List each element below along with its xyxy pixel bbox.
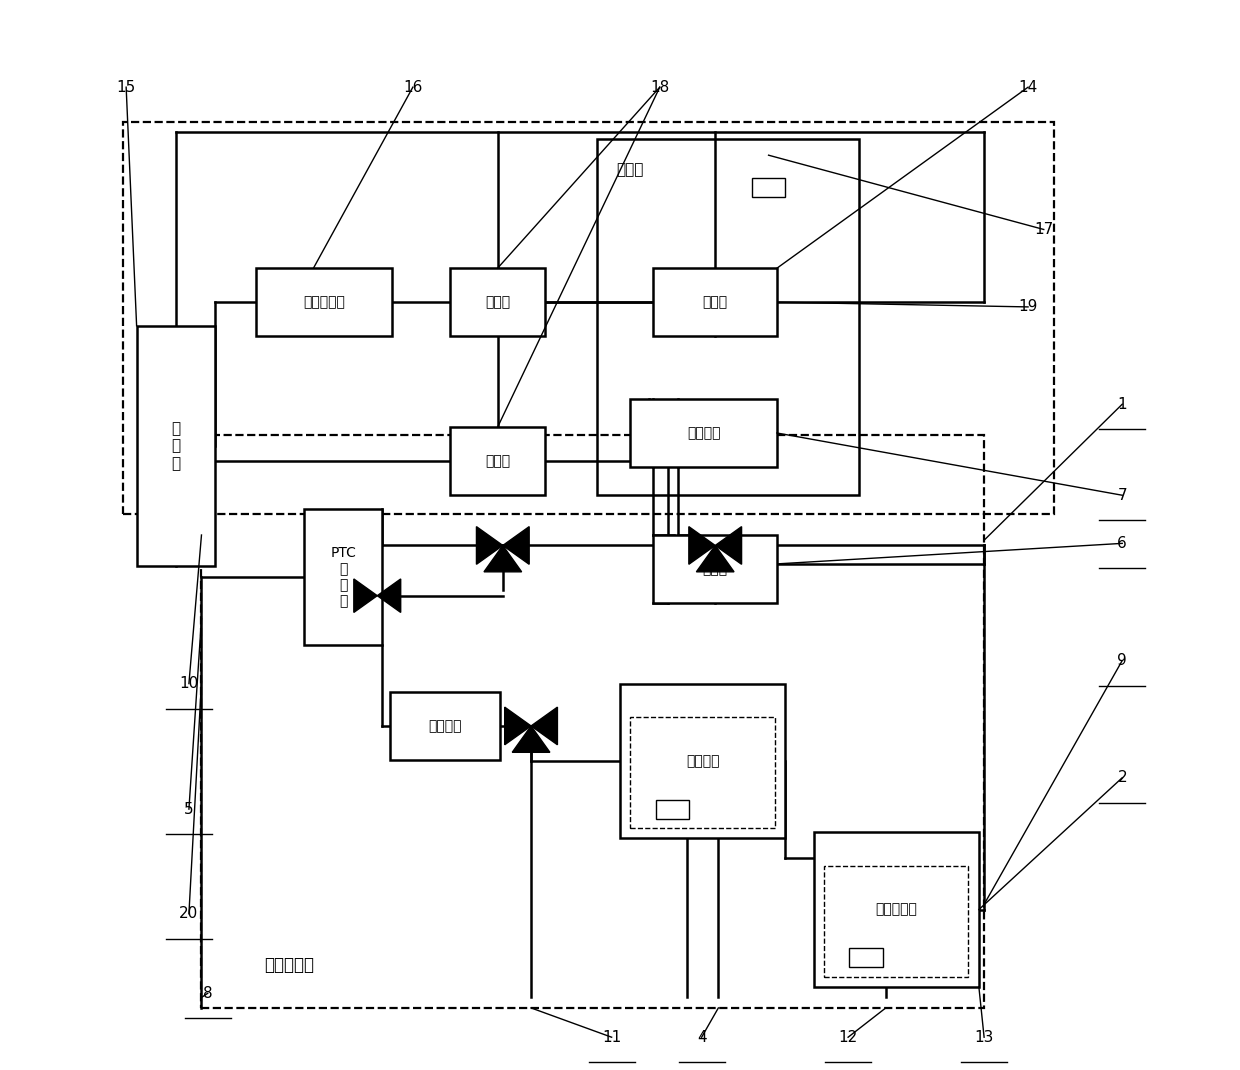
Bar [620, 684, 785, 839]
Text: 12: 12 [838, 1029, 858, 1044]
Text: 18: 18 [650, 79, 670, 94]
Polygon shape [512, 725, 549, 752]
Polygon shape [502, 526, 529, 564]
Text: 乘员舱: 乘员舱 [616, 163, 644, 178]
Text: 暖通芯体: 暖通芯体 [687, 426, 720, 440]
Text: 15: 15 [117, 79, 135, 94]
Bar [201, 434, 985, 1008]
Text: 16: 16 [403, 79, 423, 94]
Text: 8: 8 [203, 985, 212, 1000]
Polygon shape [715, 526, 742, 564]
Bar [450, 269, 544, 336]
Bar [596, 139, 858, 495]
Polygon shape [531, 707, 558, 745]
Bar [751, 179, 785, 197]
Bar [653, 535, 777, 603]
Text: 10: 10 [180, 676, 198, 691]
Polygon shape [697, 546, 734, 571]
Bar [136, 325, 215, 566]
Text: 14: 14 [1018, 79, 1038, 94]
Text: 膨胀阀: 膨胀阀 [485, 295, 510, 309]
Bar [656, 799, 689, 819]
Text: 蒸发器: 蒸发器 [703, 295, 728, 309]
Text: 冷却器: 冷却器 [703, 562, 728, 576]
Polygon shape [476, 526, 502, 564]
Text: 6: 6 [1117, 536, 1127, 551]
Polygon shape [353, 579, 377, 612]
Text: 发动机总成: 发动机总成 [875, 903, 918, 917]
Bar [123, 122, 1054, 514]
Bar [304, 509, 382, 645]
Text: 13: 13 [975, 1029, 993, 1044]
Text: 17: 17 [1034, 221, 1053, 236]
Text: 20: 20 [180, 906, 198, 921]
Text: 19: 19 [1018, 300, 1038, 315]
Polygon shape [689, 526, 715, 564]
Text: 7: 7 [1117, 488, 1127, 503]
Bar [630, 717, 775, 828]
Bar [849, 948, 883, 967]
Bar [450, 427, 544, 495]
Text: 电动压缩机: 电动压缩机 [303, 295, 345, 309]
Text: 电动水泵: 电动水泵 [428, 719, 461, 733]
Text: 9: 9 [1117, 653, 1127, 668]
Bar [630, 399, 777, 467]
Polygon shape [377, 579, 401, 612]
Text: 冷
凝
器: 冷 凝 器 [171, 422, 180, 471]
Bar [825, 866, 968, 977]
Bar [653, 269, 777, 336]
Text: 动力电池: 动力电池 [686, 754, 719, 768]
Text: 11: 11 [601, 1029, 621, 1044]
Bar [813, 832, 978, 987]
Text: 1: 1 [1117, 397, 1127, 412]
Text: 5: 5 [184, 801, 193, 816]
Polygon shape [505, 707, 531, 745]
Text: 2: 2 [1117, 770, 1127, 785]
Text: 动力设备舱: 动力设备舱 [264, 957, 314, 975]
Bar [255, 269, 392, 336]
Text: PTC
加
热
器: PTC 加 热 器 [330, 546, 356, 608]
Polygon shape [484, 546, 522, 571]
Bar [389, 692, 500, 760]
Text: 4: 4 [697, 1029, 707, 1044]
Text: 膨胀阀: 膨胀阀 [485, 455, 510, 469]
